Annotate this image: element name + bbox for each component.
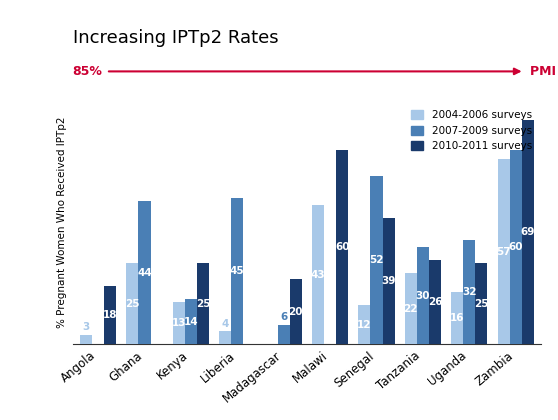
- Text: 60: 60: [508, 242, 523, 252]
- Text: 45: 45: [230, 266, 244, 276]
- Text: 12: 12: [357, 320, 372, 330]
- Bar: [417, 247, 429, 344]
- Bar: [358, 305, 371, 344]
- Bar: [126, 263, 138, 344]
- Text: 13: 13: [171, 318, 186, 328]
- Text: 32: 32: [462, 287, 477, 297]
- Bar: [138, 202, 151, 344]
- Bar: [522, 120, 534, 344]
- Bar: [463, 241, 475, 344]
- Text: 69: 69: [521, 227, 535, 237]
- Text: 25: 25: [474, 299, 489, 309]
- Text: 14: 14: [184, 317, 198, 327]
- Bar: [383, 218, 395, 344]
- Bar: [197, 263, 209, 344]
- Text: 25: 25: [125, 299, 140, 309]
- Text: Increasing IPTp2 Rates: Increasing IPTp2 Rates: [73, 29, 278, 47]
- Text: PMI Target: PMI Target: [530, 65, 558, 78]
- Text: 39: 39: [381, 276, 396, 286]
- Bar: [451, 292, 463, 344]
- Bar: [509, 150, 522, 344]
- Text: 52: 52: [369, 255, 384, 265]
- Bar: [278, 325, 290, 344]
- Y-axis label: % Pregnant Women Who Received IPTp2: % Pregnant Women Who Received IPTp2: [57, 117, 67, 328]
- Text: 30: 30: [416, 291, 430, 301]
- Bar: [336, 150, 348, 344]
- Text: 26: 26: [428, 297, 442, 307]
- Text: 22: 22: [403, 304, 418, 314]
- Bar: [104, 286, 116, 344]
- Bar: [290, 279, 302, 344]
- Text: 16: 16: [450, 313, 464, 323]
- Text: 18: 18: [103, 310, 117, 320]
- Bar: [231, 198, 243, 344]
- Text: 6: 6: [280, 312, 287, 322]
- Bar: [371, 176, 383, 344]
- Bar: [80, 335, 92, 344]
- Text: 20: 20: [288, 307, 303, 317]
- Text: 60: 60: [335, 242, 349, 252]
- Bar: [312, 205, 324, 344]
- Bar: [185, 299, 197, 344]
- Text: 4: 4: [222, 319, 229, 329]
- Bar: [405, 273, 417, 344]
- Legend: 2004-2006 surveys, 2007-2009 surveys, 2010-2011 surveys: 2004-2006 surveys, 2007-2009 surveys, 20…: [407, 106, 536, 155]
- Text: 43: 43: [311, 270, 325, 280]
- Text: 57: 57: [497, 247, 511, 257]
- Text: 44: 44: [137, 268, 152, 278]
- Text: 85%: 85%: [73, 65, 103, 78]
- Bar: [475, 263, 488, 344]
- Text: 3: 3: [83, 322, 90, 332]
- Bar: [219, 331, 231, 344]
- Bar: [173, 302, 185, 344]
- Text: 25: 25: [196, 299, 210, 309]
- Bar: [429, 260, 441, 344]
- Bar: [498, 159, 509, 344]
